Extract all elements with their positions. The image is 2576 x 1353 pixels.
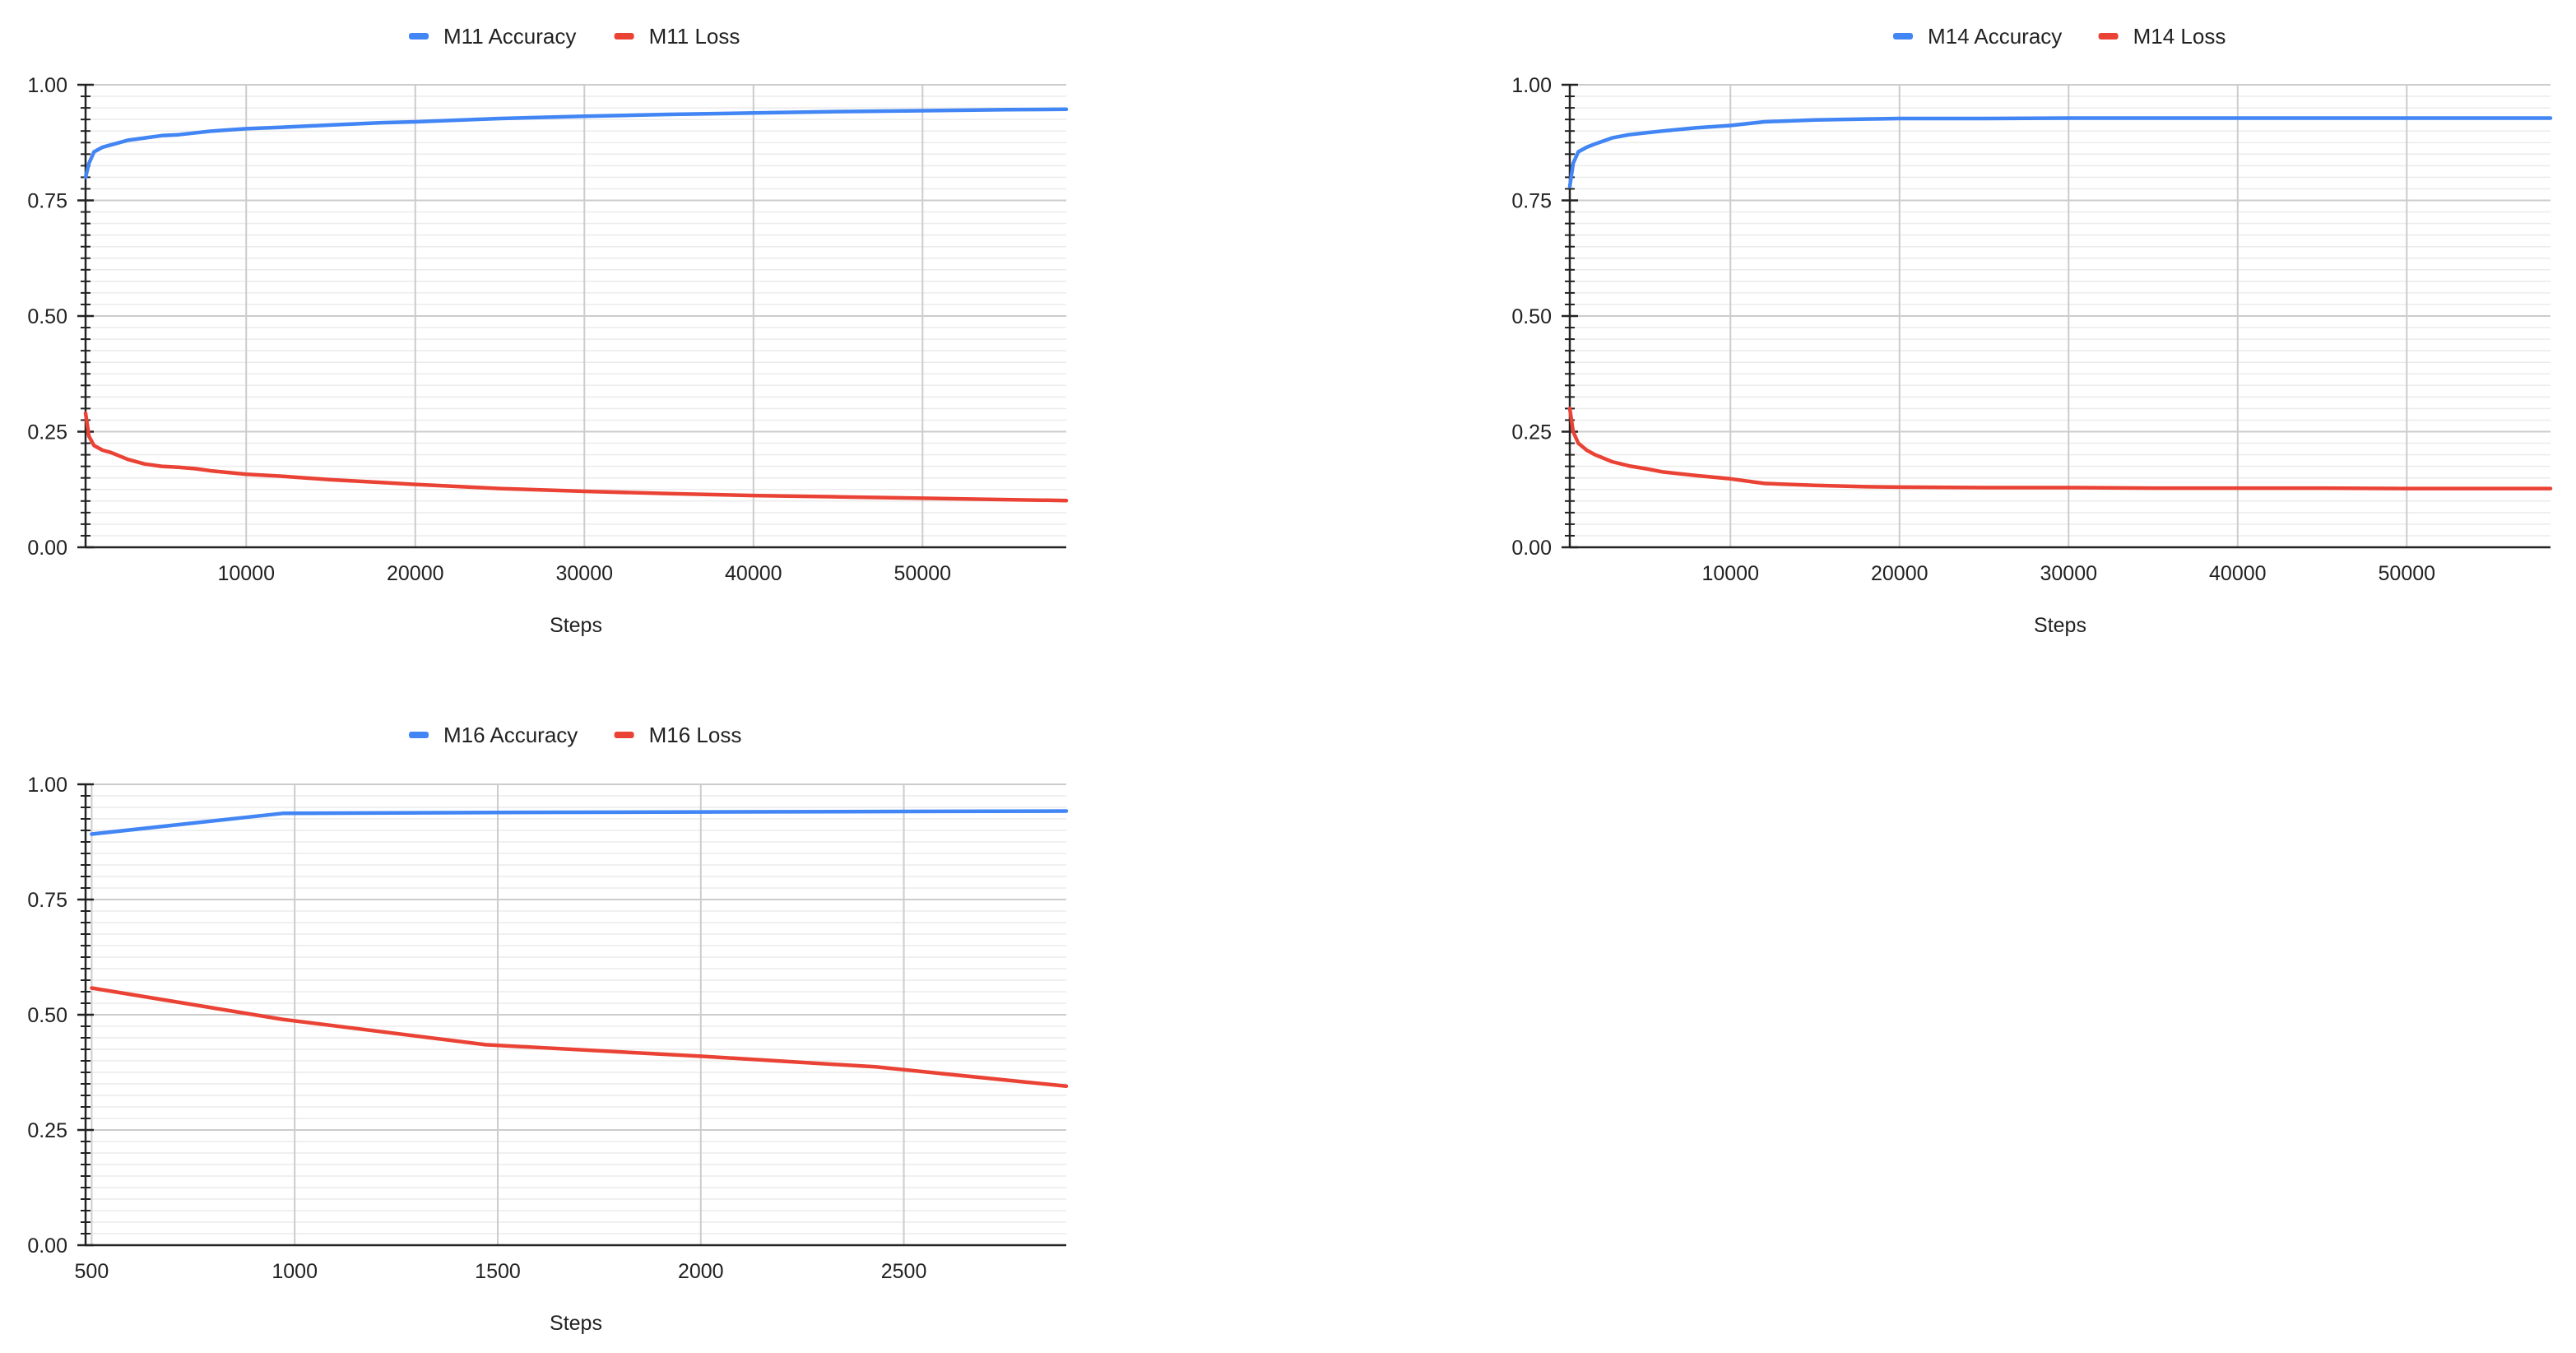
x-axis-title: Steps	[550, 1312, 602, 1335]
y-tick-label: 1.00	[1511, 74, 1552, 97]
grid-lines	[86, 84, 1066, 548]
x-axis-title: Steps	[550, 614, 602, 637]
legend-swatch-accuracy	[409, 732, 429, 738]
x-tick-label: 20000	[1871, 562, 1929, 585]
legend-label: M16 Accuracy	[443, 723, 578, 747]
x-tick-label: 50000	[2379, 562, 2436, 585]
series-line-accuracy	[90, 809, 1069, 836]
chart-m11: 0.00 0.25 0.50 0.75 1.00 10000 20000 30000 40000…	[27, 24, 1069, 637]
y-tick-label: 0.75	[27, 889, 67, 912]
y-tick-label: 0.25	[1511, 421, 1552, 444]
series-line-loss	[83, 411, 1069, 503]
x-axis-title: Steps	[2034, 614, 2086, 637]
legend-label: M14 Loss	[2133, 24, 2226, 49]
x-tick-label: 50000	[894, 562, 952, 585]
y-tick-label: 1.00	[27, 74, 67, 97]
grid-lines	[86, 783, 1066, 1246]
y-tick-label: 0.00	[27, 537, 67, 560]
x-tick-label: 40000	[725, 562, 782, 585]
x-tick-label: 1000	[272, 1260, 318, 1283]
chart-m16: 0.00 0.25 0.50 0.75 1.00 500 1000 1500 2000 2500 S…	[27, 723, 1069, 1335]
y-tick-label: 1.00	[27, 774, 67, 797]
x-tick-label: 2000	[678, 1260, 724, 1283]
x-tick-label: 1500	[475, 1260, 521, 1283]
y-tick-label: 0.00	[1511, 537, 1552, 560]
x-tick-label: 2500	[881, 1260, 927, 1283]
legend-swatch-loss	[2098, 33, 2119, 40]
y-tick-label: 0.75	[1511, 190, 1552, 213]
series-line-accuracy	[83, 107, 1069, 179]
y-tick-label: 0.25	[27, 1119, 67, 1142]
series-line-accuracy	[1567, 116, 2553, 188]
chart-m14: 0.00 0.25 0.50 0.75 1.00 10000 20000 30000 40000…	[1511, 24, 2553, 637]
x-tick-label: 30000	[2040, 562, 2098, 585]
legend: M11 Accuracy M11 Loss	[409, 24, 740, 49]
y-tick-label: 0.25	[27, 421, 67, 444]
y-tick-label: 0.50	[1511, 305, 1552, 328]
y-tick-label: 0.00	[27, 1234, 67, 1258]
legend-label: M11 Loss	[649, 24, 740, 49]
legend-label: M16 Loss	[649, 723, 742, 747]
x-tick-label: 500	[75, 1260, 109, 1283]
y-tick-label: 0.75	[27, 190, 67, 213]
x-tick-label: 40000	[2209, 562, 2267, 585]
y-tick-label: 0.50	[27, 1004, 67, 1027]
legend-label: M11 Accuracy	[443, 24, 576, 49]
x-tick-label: 30000	[556, 562, 614, 585]
x-tick-label: 10000	[1701, 562, 1759, 585]
legend-swatch-accuracy	[409, 33, 429, 40]
legend-swatch-loss	[614, 33, 634, 40]
legend: M16 Accuracy M16 Loss	[409, 723, 741, 747]
series-line-loss	[1567, 407, 2553, 491]
series-line-loss	[90, 986, 1069, 1089]
x-tick-label: 20000	[387, 562, 444, 585]
legend: M14 Accuracy M14 Loss	[1893, 24, 2226, 49]
x-tick-label: 10000	[217, 562, 275, 585]
y-tick-label: 0.50	[27, 305, 67, 328]
legend-swatch-accuracy	[1893, 33, 1913, 40]
legend-swatch-loss	[614, 732, 634, 738]
legend-label: M14 Accuracy	[1928, 24, 2062, 49]
